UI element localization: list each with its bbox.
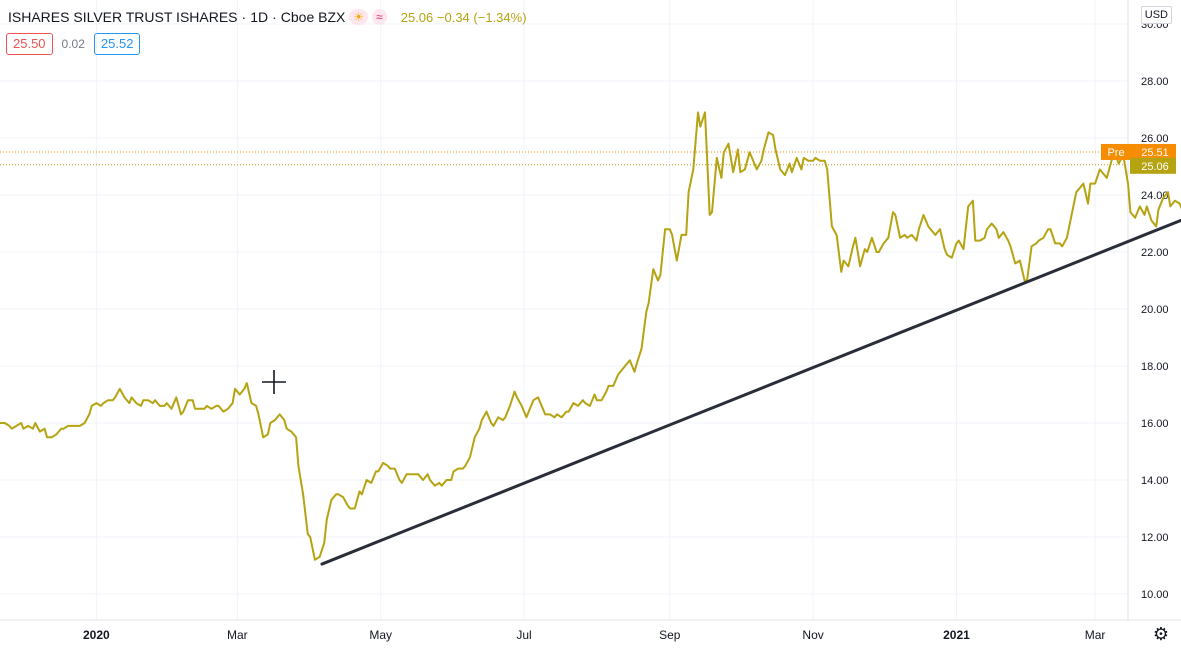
x-tick-label: Mar: [227, 628, 248, 642]
price-change-percent: (−1.34%): [473, 9, 527, 25]
pre-price-tag: [1130, 143, 1176, 160]
price-line[interactable]: [0, 111, 1181, 561]
y-tick-label: 12.00: [1141, 532, 1169, 544]
y-tick-label: 10.00: [1141, 589, 1169, 601]
y-tick-label: 22.00: [1141, 247, 1169, 259]
series-layer: [0, 111, 1181, 561]
x-tick-label: Jul: [516, 628, 531, 642]
y-tick-label: 28.00: [1141, 76, 1169, 88]
symbol-name[interactable]: ISHARES SILVER TRUST ISHARES: [8, 9, 238, 25]
gear-icon[interactable]: ⚙: [1152, 624, 1169, 644]
y-tick-label: 24.00: [1141, 190, 1169, 202]
y-tick-label: 16.00: [1141, 418, 1169, 430]
y-tick-label: 18.00: [1141, 361, 1169, 373]
pre-label: Pre: [1107, 147, 1124, 159]
y-tick-label: 14.00: [1141, 475, 1169, 487]
quote-row: 25.50 0.02 25.52: [6, 33, 141, 55]
x-tick-label: Nov: [802, 628, 823, 642]
price-tags: Pre 25.51 25.06: [1101, 143, 1176, 174]
x-tick-label: Mar: [1085, 628, 1106, 642]
spread-value: 0.02: [61, 37, 85, 51]
pre-label-tag: [1101, 143, 1131, 160]
drawing-layer[interactable]: [320, 193, 1181, 566]
last-price-value: 25.06: [1141, 161, 1169, 173]
y-tick-label: 26.00: [1141, 133, 1169, 145]
ask-button[interactable]: 25.52: [93, 33, 141, 55]
separator: ·: [272, 9, 277, 25]
last-quote: 25.06 −0.34 (−1.34%): [401, 10, 527, 25]
x-tick-label: 2021: [943, 628, 970, 642]
x-tick-label: Sep: [659, 628, 681, 642]
crosshair-icon: [262, 370, 286, 394]
price-scale[interactable]: [1128, 0, 1181, 648]
trend-arrow-line[interactable]: [320, 198, 1181, 566]
exchange: Cboe BZX: [280, 9, 346, 25]
last-price: 25.06: [400, 9, 434, 25]
pre-price-value: 25.51: [1141, 147, 1169, 159]
price-change: −0.34: [436, 9, 470, 25]
currency-button[interactable]: USD: [1140, 6, 1172, 24]
y-tick-label: 20.00: [1141, 304, 1169, 316]
legend-header: ISHARES SILVER TRUST ISHARES · 1D · Cboe…: [8, 6, 527, 28]
separator: ·: [241, 9, 247, 25]
data-delay-icon[interactable]: ≈: [372, 9, 387, 25]
last-price-tag: [1130, 157, 1176, 174]
market-status-icon[interactable]: ☀: [349, 9, 369, 25]
x-tick-label: May: [369, 628, 392, 642]
x-tick-label: 2020: [83, 628, 110, 642]
timeframe[interactable]: 1D: [250, 9, 269, 25]
bid-button[interactable]: 25.50: [6, 33, 53, 55]
